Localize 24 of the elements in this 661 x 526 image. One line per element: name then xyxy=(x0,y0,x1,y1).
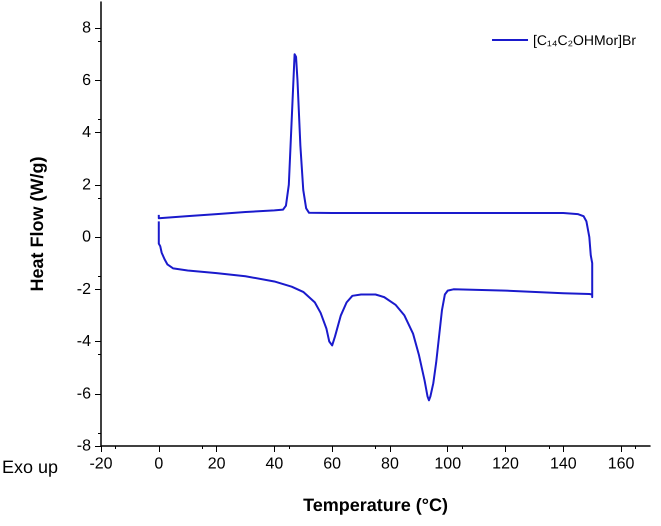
y-axis-title: Heat Flow (W/g) xyxy=(27,156,47,292)
y-tick-label: 6 xyxy=(82,72,92,89)
x-tick-label: 100 xyxy=(434,456,462,472)
x-axis-title: Temperature (°C) xyxy=(303,495,448,515)
y-tick-label: 4 xyxy=(82,124,92,142)
x-tick-label: 40 xyxy=(265,456,284,472)
x-tick-label: 20 xyxy=(208,456,226,472)
x-tick-label: 120 xyxy=(492,456,519,472)
y-tick-label: 0 xyxy=(82,228,92,246)
legend-label: [C₁₄C₂OHMor]Br xyxy=(533,32,636,48)
y-tick-label: -8 xyxy=(76,438,92,454)
x-tick-label: 160 xyxy=(608,456,635,472)
x-tick-label: 140 xyxy=(550,456,577,472)
y-tick-label: -6 xyxy=(76,385,92,402)
y-tick-label: 8 xyxy=(82,20,92,37)
x-tick-label: 80 xyxy=(381,456,399,472)
text: Exo up xyxy=(2,457,58,477)
x-tick-label: 0 xyxy=(154,456,164,472)
line-series xyxy=(158,53,594,402)
y-tick-label: 2 xyxy=(82,176,92,194)
y-tick-label: -4 xyxy=(76,333,92,350)
x-tick-label: 60 xyxy=(323,456,342,472)
x-tick-label: -20 xyxy=(89,456,113,472)
y-tick-label: -2 xyxy=(76,280,92,298)
